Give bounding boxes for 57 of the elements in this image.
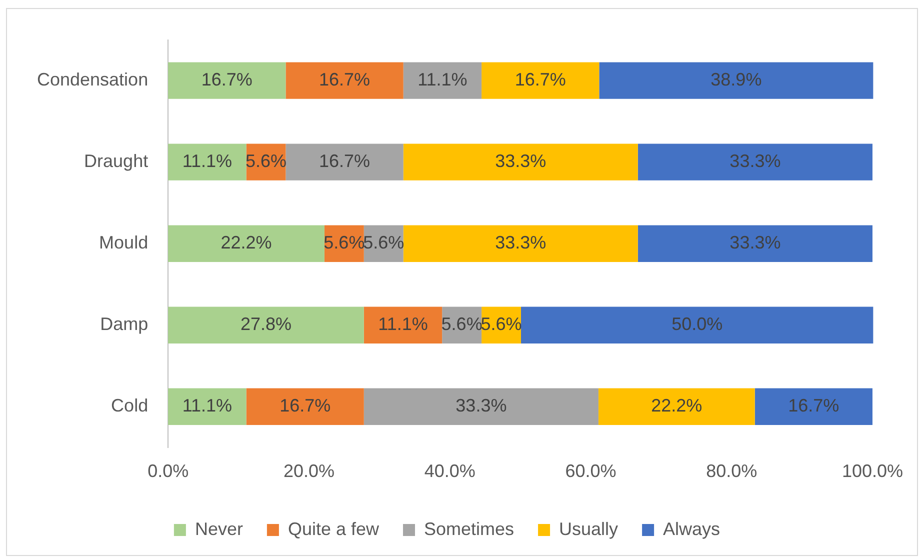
data-label: 11.1% bbox=[418, 70, 468, 90]
bar bbox=[599, 62, 874, 99]
y-tick-label: Condensation bbox=[36, 70, 148, 90]
data-label: 50.0% bbox=[672, 314, 723, 334]
bar bbox=[364, 388, 598, 425]
bar bbox=[754, 388, 872, 425]
bar bbox=[403, 62, 482, 99]
bar bbox=[364, 306, 442, 344]
y-tick-label: Cold bbox=[111, 396, 148, 416]
data-label: 16.7% bbox=[514, 70, 566, 90]
legend-label: Sometimes bbox=[424, 518, 514, 539]
bar bbox=[638, 144, 872, 180]
y-tick-label: Draught bbox=[84, 151, 148, 172]
data-label: 33.3% bbox=[730, 232, 781, 253]
bar bbox=[403, 144, 638, 180]
bar bbox=[168, 144, 246, 180]
bar bbox=[168, 225, 324, 262]
legend-label: Quite a few bbox=[288, 518, 380, 539]
x-tick-label: 0.0% bbox=[148, 461, 189, 482]
data-label: 16.7% bbox=[201, 70, 252, 90]
bar bbox=[286, 144, 404, 180]
bar bbox=[403, 225, 638, 262]
data-label: 33.3% bbox=[456, 396, 507, 416]
data-label: 11.1% bbox=[182, 151, 232, 172]
legend-label: Always bbox=[663, 518, 720, 539]
y-tick-label: Mould bbox=[99, 232, 148, 253]
data-label: 16.7% bbox=[319, 70, 370, 90]
legend-label: Never bbox=[194, 518, 243, 539]
data-label: 22.2% bbox=[220, 232, 272, 253]
bar bbox=[168, 306, 364, 344]
data-label: 27.8% bbox=[240, 314, 292, 334]
x-tick-label: 20.0% bbox=[283, 461, 334, 482]
x-tick-label: 60.0% bbox=[565, 461, 616, 482]
bar bbox=[520, 306, 874, 344]
data-label: 33.3% bbox=[730, 151, 781, 172]
bar bbox=[246, 388, 364, 425]
data-label: 33.3% bbox=[495, 151, 546, 172]
data-label: 11.1% bbox=[378, 314, 428, 334]
bar bbox=[168, 62, 286, 99]
bar bbox=[482, 62, 600, 99]
legend-label: Usually bbox=[559, 518, 618, 539]
bar bbox=[286, 62, 404, 99]
y-tick-label: Damp bbox=[100, 314, 148, 334]
x-tick-label: 100.0% bbox=[842, 461, 904, 482]
data-label: 16.7% bbox=[788, 396, 840, 416]
bar bbox=[598, 388, 755, 425]
data-label: 5.6% bbox=[363, 232, 404, 253]
data-label: 16.7% bbox=[319, 151, 370, 172]
data-label: 22.2% bbox=[651, 396, 702, 416]
data-label: 16.7% bbox=[280, 396, 331, 416]
data-label: 33.3% bbox=[495, 232, 546, 253]
bar bbox=[638, 225, 872, 262]
bar bbox=[168, 388, 246, 425]
x-tick-label: 80.0% bbox=[706, 461, 758, 482]
data-label: 38.9% bbox=[710, 70, 762, 90]
x-tick-label: 40.0% bbox=[424, 461, 476, 482]
data-label: 11.1% bbox=[182, 396, 232, 416]
